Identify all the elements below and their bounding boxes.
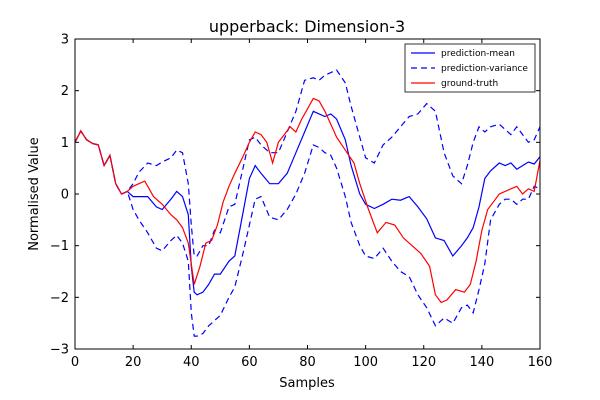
x-tick-label: 80 <box>299 355 316 370</box>
x-tick-label: 100 <box>353 355 378 370</box>
y-tick-label: −2 <box>50 291 69 306</box>
x-tick-label: 20 <box>125 355 142 370</box>
legend: prediction-mean prediction-variance ground… <box>404 43 536 93</box>
x-tick-label: 60 <box>241 355 258 370</box>
ticks-layer: 0 20 40 60 80 100 120 140 160 3 2 1 0 −1 −2 −3 <box>50 33 553 371</box>
legend-label-ground-truth: ground-truth <box>441 79 498 89</box>
y-tick-label: −1 <box>50 239 69 254</box>
prediction-variance-line-upper <box>74 69 541 257</box>
prediction-variance-line-lower <box>74 129 541 337</box>
y-tick-label: 3 <box>61 33 69 48</box>
y-tick-label: 0 <box>61 188 69 203</box>
plot-frame <box>74 38 541 350</box>
prediction-mean-line <box>74 110 541 296</box>
y-tick-label: 2 <box>61 84 69 99</box>
x-tick-label: 160 <box>528 355 553 370</box>
legend-label-prediction-mean: prediction-mean <box>441 49 515 59</box>
y-tick-label: 1 <box>61 136 69 151</box>
chart-title: upperback: Dimension-3 <box>209 17 405 36</box>
legend-label-prediction-variance: prediction-variance <box>441 64 528 74</box>
series-layer <box>74 69 541 337</box>
x-tick-label: 120 <box>411 355 436 370</box>
x-tick-label: 40 <box>183 355 200 370</box>
y-tick-label: −3 <box>50 343 69 358</box>
y-axis-label: Normalised Value <box>27 137 42 251</box>
x-axis-label: Samples <box>279 376 335 391</box>
ground-truth-line <box>74 97 541 304</box>
x-tick-label: 0 <box>71 355 79 370</box>
x-tick-label: 140 <box>469 355 494 370</box>
